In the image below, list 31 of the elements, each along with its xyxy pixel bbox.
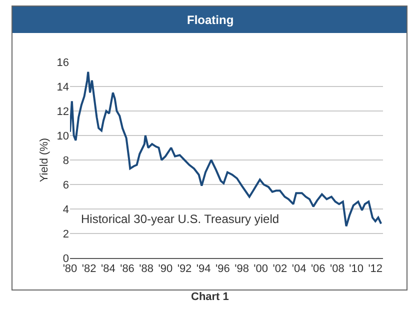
y-tick-label: 16 bbox=[56, 56, 69, 69]
y-tick-label: 6 bbox=[62, 179, 69, 192]
x-tick-label: '04 bbox=[292, 263, 306, 276]
y-axis-title: Yield (%) bbox=[38, 138, 50, 182]
y-tick-label: 8 bbox=[62, 154, 69, 167]
chart-title: Floating bbox=[187, 13, 234, 27]
x-tick-label: '10 bbox=[349, 263, 364, 276]
x-tick-label: '00 bbox=[254, 263, 268, 276]
series-label: Historical 30-year U.S. Treasury yield bbox=[81, 212, 280, 226]
y-tick-label: 4 bbox=[62, 204, 69, 216]
x-tick-label: '12 bbox=[368, 263, 383, 276]
x-tick-label: '86 bbox=[120, 263, 134, 276]
x-tick-label: '08 bbox=[330, 263, 344, 276]
y-tick-label: 2 bbox=[62, 228, 69, 240]
x-tick-label: '80 bbox=[62, 263, 78, 276]
x-tick-label: '96 bbox=[216, 263, 230, 276]
caption: Chart 1 bbox=[191, 291, 229, 303]
y-tick-label: 12 bbox=[56, 106, 69, 118]
y-tick-label: 10 bbox=[56, 130, 69, 142]
x-tick-label: '92 bbox=[177, 263, 192, 276]
y-tick-label: 0 bbox=[62, 252, 69, 265]
x-tick-label: '98 bbox=[234, 263, 249, 276]
line-series bbox=[70, 70, 382, 228]
x-tick-label: '02 bbox=[272, 263, 288, 276]
x-tick-label: '90 bbox=[158, 263, 173, 276]
x-tick-label: '06 bbox=[310, 263, 326, 276]
x-tick-label: '84 bbox=[101, 263, 116, 276]
x-tick-label: '82 bbox=[82, 263, 96, 276]
y-tick-label: 14 bbox=[56, 81, 69, 94]
x-tick-label: '94 bbox=[196, 263, 211, 276]
x-tick-label: '88 bbox=[139, 263, 154, 276]
